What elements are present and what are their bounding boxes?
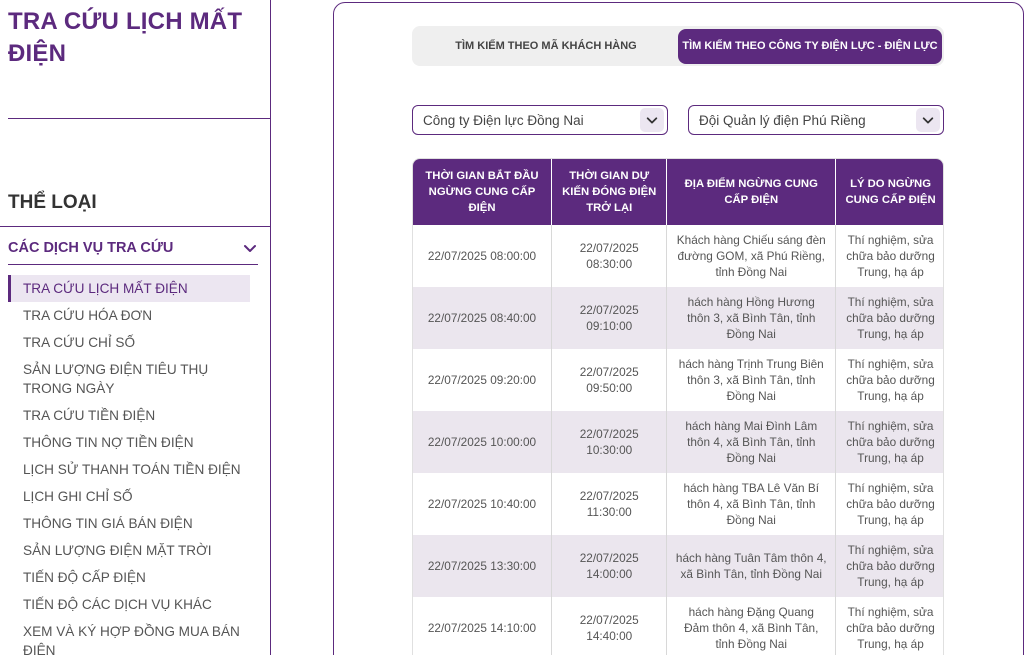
outage-table: THỜI GIAN BẮT ĐẦU NGỪNG CUNG CẤP ĐIỆN TH…: [413, 159, 943, 655]
cell-reason: Thí nghiệm, sửa chữa bảo dưỡng Trung, hạ…: [846, 233, 935, 279]
cell-restore-time: 22/07/2025 11:30:00: [551, 473, 668, 535]
table-row: 22/07/2025 13:30:00 22/07/2025 14:00:00 …: [413, 535, 943, 597]
sidebar-item-reading-schedule[interactable]: LỊCH GHI CHỈ SỐ: [23, 489, 133, 504]
cell-location: hách hàng Đặng Quang Đảm thôn 4, xã Bình…: [666, 597, 837, 655]
cell-start-time: 22/07/2025 08:00:00: [413, 225, 553, 287]
cell-reason: Thí nghiệm, sửa chữa bảo dưỡng Trung, hạ…: [835, 287, 943, 349]
cell-location: hách hàng Tuân Tâm thôn 4, xã Bình Tân, …: [666, 535, 837, 597]
sidebar-item-solar-output[interactable]: SẢN LƯỢNG ĐIỆN MẶT TRỜI: [23, 543, 212, 558]
sidebar-item-electricity-bill[interactable]: TRA CỨU TIỀN ĐIỆN: [23, 408, 156, 423]
cell-reason: Thí nghiệm, sửa chữa bảo dưỡng Trung, hạ…: [835, 411, 943, 473]
services-group-toggle[interactable]: CÁC DỊCH VỤ TRA CỨU: [8, 231, 258, 265]
cell-location: Khách hàng Chiếu sáng đèn đường GOM, xã …: [666, 225, 837, 287]
sidebar-item-meter-reading[interactable]: TRA CỨU CHỈ SỐ: [23, 335, 136, 350]
services-menu: TRA CỨU LỊCH MẤT ĐIỆN TRA CỨU HÓA ĐƠN TR…: [8, 275, 250, 655]
cell-start-time: 22/07/2025 13:30:00: [413, 535, 553, 597]
sidebar-item-outage-schedule[interactable]: TRA CỨU LỊCH MẤT ĐIỆN: [8, 275, 250, 302]
sidebar-item-payment-history[interactable]: LỊCH SỬ THANH TOÁN TIỀN ĐIỆN: [23, 462, 241, 477]
chevron-down-icon: [242, 240, 258, 256]
cell-reason: Thí nghiệm, sửa chữa bảo dưỡng Trung, hạ…: [835, 535, 943, 597]
cell-start-time: 22/07/2025 08:40:00: [413, 287, 553, 349]
cell-reason: Thí nghiệm, sửa chữa bảo dưỡng Trung, hạ…: [846, 481, 935, 527]
table-row: 22/07/2025 10:40:00 22/07/2025 11:30:00 …: [413, 473, 943, 535]
cell-start-time: 22/07/2025 09:20:00: [413, 349, 553, 411]
cell-location: hách hàng Mai Đình Lâm thôn 4, xã Bình T…: [666, 411, 837, 473]
sidebar-item-price-info[interactable]: THÔNG TIN GIÁ BÁN ĐIỆN: [23, 516, 193, 531]
cell-start-time: 22/07/2025 14:10:00: [413, 597, 553, 655]
cell-start-time: 22/07/2025 10:00:00: [413, 411, 553, 473]
table-row: 22/07/2025 09:20:00 22/07/2025 09:50:00 …: [413, 349, 943, 411]
sidebar-item-connection-progress[interactable]: TIẾN ĐỘ CẤP ĐIỆN: [23, 570, 146, 585]
cell-location: hách hàng Hồng Hương thôn 3, xã Bình Tân…: [666, 287, 837, 349]
title-divider: [8, 118, 271, 119]
category-heading: THỂ LOẠI: [8, 192, 97, 213]
unit-select[interactable]: Đội Quản lý điện Phú Riềng: [688, 105, 944, 135]
table-row: 22/07/2025 14:10:00 22/07/2025 14:40:00 …: [413, 597, 943, 655]
table-row: 22/07/2025 08:40:00 22/07/2025 09:10:00 …: [413, 287, 943, 349]
cell-restore-time: 22/07/2025 14:40:00: [551, 597, 668, 655]
services-group-label: CÁC DỊCH VỤ TRA CỨU: [8, 239, 174, 256]
table-row: 22/07/2025 10:00:00 22/07/2025 10:30:00 …: [413, 411, 943, 473]
sidebar-item-daily-consumption[interactable]: SẢN LƯỢNG ĐIỆN TIÊU THỤ TRONG NGÀY: [23, 362, 209, 396]
tab-search-by-company[interactable]: TÌM KIẾM THEO CÔNG TY ĐIỆN LỰC - ĐIỆN LỰ…: [678, 28, 942, 64]
header-start-time: THỜI GIAN BẮT ĐẦU NGỪNG CUNG CẤP ĐIỆN: [413, 159, 553, 225]
cell-reason: Thí nghiệm, sửa chữa bảo dưỡng Trung, hạ…: [846, 357, 935, 403]
cell-restore-time: 22/07/2025 08:30:00: [551, 225, 668, 287]
sidebar-item-invoice[interactable]: TRA CỨU HÓA ĐƠN: [23, 308, 153, 323]
header-location: ĐỊA ĐIỂM NGỪNG CUNG CẤP ĐIỆN: [666, 159, 837, 225]
table-header-row: THỜI GIAN BẮT ĐẦU NGỪNG CUNG CẤP ĐIỆN TH…: [413, 159, 943, 225]
outage-table-container[interactable]: THỜI GIAN BẮT ĐẦU NGỪNG CUNG CẤP ĐIỆN TH…: [412, 158, 944, 655]
sidebar-item-contract[interactable]: XEM VÀ KÝ HỢP ĐỒNG MUA BÁN ĐIỆN: [23, 624, 240, 655]
tab-search-by-customer-code[interactable]: TÌM KIẾM THEO MÃ KHÁCH HÀNG: [455, 40, 637, 52]
cell-location: hách hàng Trịnh Trung Biên thôn 3, xã Bì…: [666, 349, 837, 411]
sidebar-item-other-services-progress[interactable]: TIẾN ĐỘ CÁC DỊCH VỤ KHÁC: [23, 597, 212, 612]
chevron-down-icon: [640, 108, 664, 132]
cell-restore-time: 22/07/2025 09:50:00: [551, 349, 668, 411]
company-select[interactable]: Công ty Điện lực Đồng Nai: [412, 105, 668, 135]
cell-restore-time: 22/07/2025 09:10:00: [551, 287, 668, 349]
category-divider: [0, 226, 271, 227]
cell-location: hách hàng TBA Lê Văn Bí thôn 4, xã Bình …: [666, 473, 837, 535]
cell-restore-time: 22/07/2025 10:30:00: [551, 411, 668, 473]
search-mode-tabs: TÌM KIẾM THEO MÃ KHÁCH HÀNG TÌM KIẾM THE…: [412, 26, 944, 66]
chevron-down-icon: [916, 108, 940, 132]
header-reason: LÝ DO NGỪNG CUNG CẤP ĐIỆN: [835, 159, 943, 225]
cell-restore-time: 22/07/2025 14:00:00: [551, 535, 668, 597]
table-row: 22/07/2025 08:00:00 22/07/2025 08:30:00 …: [413, 225, 943, 287]
cell-reason: Thí nghiệm, sửa chữa bảo dưỡng Trung, hạ…: [846, 605, 935, 651]
unit-select-value: Đội Quản lý điện Phú Riềng: [699, 112, 866, 128]
cell-start-time: 22/07/2025 10:40:00: [413, 473, 553, 535]
company-select-value: Công ty Điện lực Đồng Nai: [423, 112, 584, 128]
sidebar: TRA CỨU LỊCH MẤT ĐIỆN THỂ LOẠI CÁC DỊCH …: [0, 0, 271, 655]
header-restore-time: THỜI GIAN DỰ KIẾN ĐÓNG ĐIỆN TRỞ LẠI: [551, 159, 668, 225]
sidebar-item-debt-info[interactable]: THÔNG TIN NỢ TIỀN ĐIỆN: [23, 435, 194, 450]
page-title: TRA CỨU LỊCH MẤT ĐIỆN: [8, 8, 243, 67]
